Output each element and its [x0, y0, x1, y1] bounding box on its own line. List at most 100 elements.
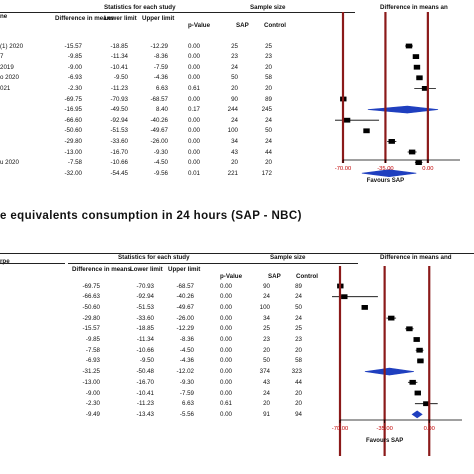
cell-sap: 20: [263, 400, 270, 408]
cell-mean: -50.60: [64, 127, 82, 135]
effect-square: [408, 149, 416, 155]
cell-upper: -9.30: [153, 148, 168, 156]
cell-pvalue: 0.00: [187, 116, 200, 124]
cell-sap: 25: [231, 42, 238, 50]
col-upper: Upper limit: [168, 266, 201, 273]
cell-control: 20: [265, 159, 272, 167]
cell-sap: 20: [231, 84, 238, 92]
cell-upper: -68.57: [150, 95, 168, 103]
cell-sap: 20: [263, 346, 270, 354]
cell-lower: -11.23: [136, 400, 154, 408]
cell-mean: -7.58: [85, 346, 100, 354]
effect-square: [415, 160, 422, 165]
col-sap: SAP: [268, 273, 281, 280]
col-control: Control: [296, 273, 318, 280]
cell-lower: -18.85: [136, 325, 154, 333]
header-sample-size: Sample size: [270, 254, 306, 261]
cell-pvalue: 0.00: [187, 63, 200, 71]
cell-pvalue: 0.00: [187, 42, 200, 50]
cell-upper: -68.57: [176, 282, 194, 290]
cell-upper: -7.59: [153, 63, 168, 71]
cell-lower: -18.85: [110, 42, 128, 50]
effect-square: [417, 358, 424, 364]
cell-upper: -26.00: [150, 137, 168, 145]
cell-mean: -15.57: [82, 325, 100, 333]
effect-square: [409, 379, 416, 385]
favours-label: Favours SAP: [366, 438, 403, 444]
study-name: 2019: [0, 63, 14, 71]
group-label: rpe: [0, 258, 10, 265]
cell-control: 23: [295, 336, 302, 343]
cell-sap: 100: [259, 303, 270, 311]
effect-square: [361, 305, 368, 310]
col-sap: SAP: [236, 22, 249, 29]
effect-square: [405, 43, 413, 49]
cell-control: 20: [265, 63, 272, 71]
group-label: ne: [0, 13, 8, 20]
cell-upper: -40.26: [150, 116, 168, 124]
cell-pvalue: 0.61: [219, 400, 232, 408]
cell-pvalue: 0.00: [219, 314, 232, 322]
header-sample-size: Sample size: [250, 4, 286, 11]
cell-pvalue: 0.00: [219, 282, 232, 290]
cell-upper: -12.29: [176, 325, 194, 333]
cell-sap: 91: [263, 410, 270, 418]
cell-upper: 6.63: [155, 84, 168, 92]
tick-label: 0.00: [422, 166, 433, 172]
cell-pvalue: 0.00: [219, 410, 232, 418]
cell-mean: -9.00: [85, 389, 100, 397]
cell-control: 20: [265, 84, 272, 92]
cell-pvalue: 0.00: [219, 336, 232, 343]
cell-control: 25: [265, 42, 272, 50]
cell-mean: -15.57: [64, 42, 82, 50]
effect-square: [421, 86, 429, 91]
col-pvalue: p-Value: [188, 22, 211, 29]
cell-mean: -13.00: [64, 148, 82, 156]
study-name: o 2020: [0, 74, 19, 82]
tick-label: 0.00: [424, 426, 435, 432]
study-name: u 2020: [0, 159, 19, 167]
cell-mean: -29.80: [82, 314, 100, 322]
cell-pvalue: 0.00: [187, 74, 200, 82]
cell-pvalue: 0.00: [219, 389, 232, 397]
cell-sap: 221: [227, 169, 238, 177]
header-rule: [0, 12, 355, 13]
cell-pvalue: 0.01: [187, 169, 200, 177]
cell-mean: -69.75: [64, 95, 82, 103]
cell-upper: -8.36: [153, 53, 168, 61]
col-upper: Upper limit: [142, 15, 175, 22]
cell-control: 89: [295, 282, 302, 290]
cell-control: 44: [265, 148, 272, 156]
cell-upper: 8.40: [155, 106, 168, 114]
tick-label: -70.00: [335, 166, 351, 172]
cell-control: 172: [261, 169, 272, 177]
cell-pvalue: 0.00: [219, 378, 232, 386]
cell-upper: -7.59: [179, 389, 194, 397]
cell-sap: 50: [263, 357, 270, 365]
cell-sap: 34: [231, 137, 238, 145]
cell-pvalue: 0.00: [187, 127, 200, 135]
tick-label: -35.00: [377, 166, 393, 172]
effect-square: [388, 315, 395, 321]
cell-sap: 20: [231, 159, 238, 167]
cell-lower: -11.34: [136, 336, 154, 343]
effect-square: [412, 54, 420, 59]
cell-mean: -9.85: [85, 336, 100, 343]
cell-lower: -9.50: [139, 357, 154, 365]
cell-pvalue: 0.00: [187, 159, 200, 167]
cell-control: 50: [295, 303, 302, 311]
cell-mean: -66.60: [64, 116, 82, 124]
cell-upper: -49.67: [150, 127, 168, 135]
cell-control: 44: [295, 378, 302, 386]
col-lower: Lower limit: [130, 266, 163, 273]
header-rule: [68, 263, 358, 264]
cell-lower: -10.41: [136, 389, 154, 397]
cell-control: 94: [295, 410, 302, 418]
study-name: 021: [0, 84, 11, 92]
cell-mean: -6.93: [85, 357, 100, 365]
effect-square: [416, 75, 423, 81]
cell-mean: -69.75: [82, 282, 100, 290]
cell-lower: -92.94: [110, 116, 128, 124]
cell-pvalue: 0.00: [219, 357, 232, 365]
cell-pvalue: 0.00: [187, 148, 200, 156]
